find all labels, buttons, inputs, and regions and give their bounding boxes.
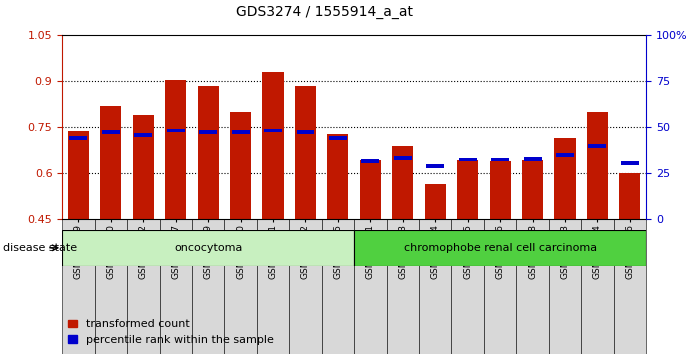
Bar [491,158,509,161]
Bar [290,219,322,354]
Bar [231,130,249,134]
Bar [361,159,379,163]
Bar [102,130,120,134]
Bar [589,144,607,148]
Bar [451,219,484,354]
Bar [192,219,225,354]
Bar [95,219,127,354]
Bar [459,158,477,161]
Bar [549,219,581,354]
Bar [621,161,638,165]
Bar [360,160,381,219]
Bar [100,106,122,219]
Text: disease state: disease state [3,243,77,253]
Text: chromophobe renal cell carcinoma: chromophobe renal cell carcinoma [404,243,596,253]
Bar [619,173,641,219]
Bar [354,219,386,354]
Bar [516,219,549,354]
Bar [167,129,184,132]
Bar [230,112,251,219]
Bar [264,129,282,132]
FancyBboxPatch shape [354,230,646,266]
Bar [263,72,283,219]
Bar [70,136,87,140]
Bar [328,133,348,219]
Bar [419,219,451,354]
Bar [457,160,478,219]
Text: oncocytoma: oncocytoma [174,243,243,253]
Bar [522,160,543,219]
Bar [484,219,516,354]
Bar [225,219,257,354]
Bar [62,219,95,354]
Bar [295,86,316,219]
Bar [322,219,354,354]
Bar [587,112,608,219]
Bar [554,138,576,219]
Legend: transformed count, percentile rank within the sample: transformed count, percentile rank withi… [68,319,274,345]
Bar [556,153,574,157]
Bar [198,86,219,219]
Bar [425,184,446,219]
Bar [165,80,187,219]
Bar [160,219,192,354]
Bar [392,146,413,219]
Bar [614,219,646,354]
Bar [524,157,542,161]
Bar [257,219,290,354]
Bar [489,161,511,219]
Bar [127,219,160,354]
Bar [386,219,419,354]
Bar [394,156,412,160]
Text: GDS3274 / 1555914_a_at: GDS3274 / 1555914_a_at [236,5,413,19]
Bar [68,131,89,219]
Bar [581,219,614,354]
Bar [199,130,217,134]
Bar [329,136,347,140]
Bar [296,130,314,134]
FancyBboxPatch shape [62,230,354,266]
Bar [134,133,152,137]
Bar [426,164,444,168]
Bar [133,115,154,219]
